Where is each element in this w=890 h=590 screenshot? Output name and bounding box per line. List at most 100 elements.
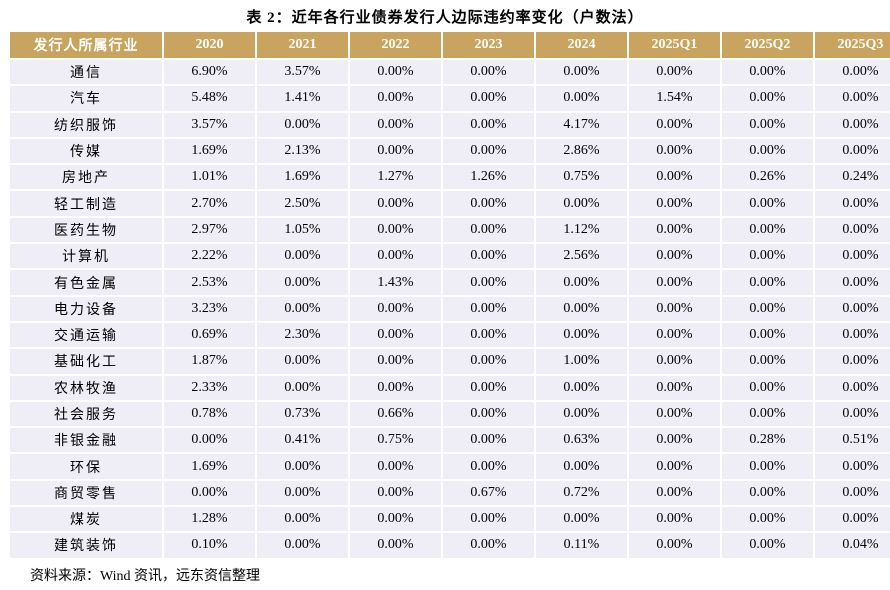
default-rate-cell: 0.00% bbox=[629, 189, 720, 216]
table-row: 轻工制造 2.70% 2.50% 0.00% 0.00% 0.00% 0.00% 0.00% 0… bbox=[10, 189, 890, 216]
default-rate-cell: 3.57% bbox=[257, 58, 348, 85]
industry-name-cell: 建筑装饰 bbox=[10, 531, 162, 558]
default-rate-cell: 0.00% bbox=[722, 452, 813, 479]
industry-name-cell: 煤炭 bbox=[10, 505, 162, 532]
default-rate-cell: 0.00% bbox=[629, 294, 720, 321]
default-rate-cell: 0.00% bbox=[443, 242, 534, 269]
default-rate-cell: 0.78% bbox=[164, 399, 255, 427]
table-row: 环保 1.69% 0.00% 0.00% 0.00% 0.00% 0.00% 0.00% 0.0… bbox=[10, 452, 890, 479]
default-rate-cell: 0.00% bbox=[536, 268, 627, 295]
default-rate-cell: 0.00% bbox=[815, 84, 890, 111]
default-rate-cell: 0.73% bbox=[257, 399, 348, 427]
default-rate-cell: 2.22% bbox=[164, 242, 255, 269]
default-rate-cell: 0.00% bbox=[443, 189, 534, 216]
industry-name-cell: 环保 bbox=[10, 452, 162, 479]
default-rate-cell: 0.00% bbox=[536, 452, 627, 479]
default-rate-cell: 1.69% bbox=[257, 163, 348, 190]
industry-name-cell: 社会服务 bbox=[10, 399, 162, 427]
default-rate-cell: 0.24% bbox=[815, 163, 890, 190]
default-rate-cell: 0.00% bbox=[443, 136, 534, 164]
default-rate-cell: 0.00% bbox=[536, 505, 627, 532]
default-rate-cell: 0.00% bbox=[722, 268, 813, 295]
industry-name-cell: 纺织服饰 bbox=[10, 110, 162, 137]
table-row: 房地产 1.01% 1.69% 1.27% 1.26% 0.75% 0.00% 0.26% 0.… bbox=[10, 163, 890, 190]
default-rate-cell: 0.00% bbox=[443, 58, 534, 85]
default-rate-cell: 0.00% bbox=[629, 110, 720, 137]
table-row: 建筑装饰 0.10% 0.00% 0.00% 0.00% 0.11% 0.00% 0.00% 0… bbox=[10, 531, 890, 558]
source-note: 资料来源：Wind 资讯，远东资信整理 bbox=[30, 569, 261, 584]
industry-name-cell: 房地产 bbox=[10, 163, 162, 190]
table-row: 交通运输 0.69% 2.30% 0.00% 0.00% 0.00% 0.00% 0.00% 0… bbox=[10, 320, 890, 348]
table-row: 传媒 1.69% 2.13% 0.00% 0.00% 2.86% 0.00% 0.00% 0.0… bbox=[10, 136, 890, 164]
default-rate-cell: 0.66% bbox=[350, 399, 441, 427]
default-rate-cell: 2.97% bbox=[164, 215, 255, 243]
default-rate-cell: 0.00% bbox=[722, 110, 813, 137]
default-rate-cell: 0.00% bbox=[722, 136, 813, 164]
default-rate-cell: 0.00% bbox=[443, 505, 534, 532]
default-rate-cell: 0.28% bbox=[722, 426, 813, 453]
default-rate-cell: 0.00% bbox=[722, 215, 813, 243]
default-rate-cell: 2.53% bbox=[164, 268, 255, 295]
default-rate-cell: 0.00% bbox=[257, 294, 348, 321]
default-rate-cell: 1.27% bbox=[350, 163, 441, 190]
default-rate-cell: 0.00% bbox=[815, 505, 890, 532]
default-rate-cell: 0.00% bbox=[350, 320, 441, 348]
default-rate-cell: 3.23% bbox=[164, 294, 255, 321]
default-rate-cell: 0.00% bbox=[350, 189, 441, 216]
default-rate-cell: 0.00% bbox=[722, 505, 813, 532]
default-rate-cell: 0.00% bbox=[350, 373, 441, 400]
table-row: 有色金属 2.53% 0.00% 1.43% 0.00% 0.00% 0.00% 0.00% 0… bbox=[10, 268, 890, 295]
default-rate-cell: 2.70% bbox=[164, 189, 255, 216]
default-rate-cell: 0.00% bbox=[257, 347, 348, 374]
default-rate-cell: 0.00% bbox=[815, 347, 890, 374]
default-rate-cell: 1.41% bbox=[257, 84, 348, 111]
default-rate-cell: 0.00% bbox=[629, 399, 720, 427]
column-header-2025q3: 2025Q3 bbox=[815, 32, 890, 58]
default-rate-cell: 1.12% bbox=[536, 215, 627, 243]
default-rate-cell: 1.28% bbox=[164, 505, 255, 532]
default-rate-cell: 0.00% bbox=[536, 294, 627, 321]
default-rate-cell: 0.00% bbox=[164, 478, 255, 506]
default-rate-cell: 0.51% bbox=[815, 426, 890, 453]
default-rate-cell: 1.54% bbox=[629, 84, 720, 111]
default-rate-cell: 0.00% bbox=[257, 478, 348, 506]
table-row: 计算机 2.22% 0.00% 0.00% 0.00% 2.56% 0.00% 0.00% 0.… bbox=[10, 242, 890, 269]
default-rate-cell: 0.00% bbox=[722, 58, 813, 85]
default-rate-cell: 1.69% bbox=[164, 452, 255, 479]
default-rate-cell: 0.00% bbox=[815, 268, 890, 295]
default-rate-cell: 0.00% bbox=[815, 399, 890, 427]
default-rate-cell: 0.00% bbox=[536, 399, 627, 427]
default-rate-cell: 0.04% bbox=[815, 531, 890, 558]
column-header-industry: 发行人所属行业 bbox=[10, 32, 162, 58]
default-rate-cell: 0.00% bbox=[443, 84, 534, 111]
table-title: 表 2：近年各行业债券发行人边际违约率变化（户数法） bbox=[246, 10, 644, 26]
default-rate-cell: 0.00% bbox=[629, 347, 720, 374]
default-rate-cell: 3.57% bbox=[164, 110, 255, 137]
default-rate-cell: 1.00% bbox=[536, 347, 627, 374]
default-rate-cell: 0.00% bbox=[815, 215, 890, 243]
default-rate-cell: 0.00% bbox=[722, 320, 813, 348]
table-row: 农林牧渔 2.33% 0.00% 0.00% 0.00% 0.00% 0.00% 0.00% 0… bbox=[10, 373, 890, 400]
default-rate-cell: 0.00% bbox=[257, 531, 348, 558]
default-rate-cell: 0.41% bbox=[257, 426, 348, 453]
default-rate-cell: 1.87% bbox=[164, 347, 255, 374]
default-rate-cell: 0.00% bbox=[443, 268, 534, 295]
default-rate-cell: 0.67% bbox=[443, 478, 534, 506]
default-rate-cell: 0.72% bbox=[536, 478, 627, 506]
default-rate-cell: 0.75% bbox=[350, 426, 441, 453]
default-rate-cell: 0.00% bbox=[629, 478, 720, 506]
default-rate-cell: 0.00% bbox=[536, 84, 627, 111]
column-header-2020: 2020 bbox=[164, 32, 255, 58]
default-rate-cell: 0.00% bbox=[257, 373, 348, 400]
column-header-2021: 2021 bbox=[257, 32, 348, 58]
default-rate-cell: 0.11% bbox=[536, 531, 627, 558]
default-rate-cell: 0.00% bbox=[257, 452, 348, 479]
default-rate-cell: 0.00% bbox=[815, 242, 890, 269]
default-rate-cell: 0.00% bbox=[350, 505, 441, 532]
industry-name-cell: 电力设备 bbox=[10, 294, 162, 321]
default-rate-cell: 0.00% bbox=[629, 531, 720, 558]
default-rate-cell: 0.00% bbox=[350, 58, 441, 85]
default-rate-cell: 0.00% bbox=[815, 58, 890, 85]
default-rate-cell: 0.00% bbox=[815, 452, 890, 479]
table-row: 社会服务 0.78% 0.73% 0.66% 0.00% 0.00% 0.00% 0.00% 0… bbox=[10, 399, 890, 427]
